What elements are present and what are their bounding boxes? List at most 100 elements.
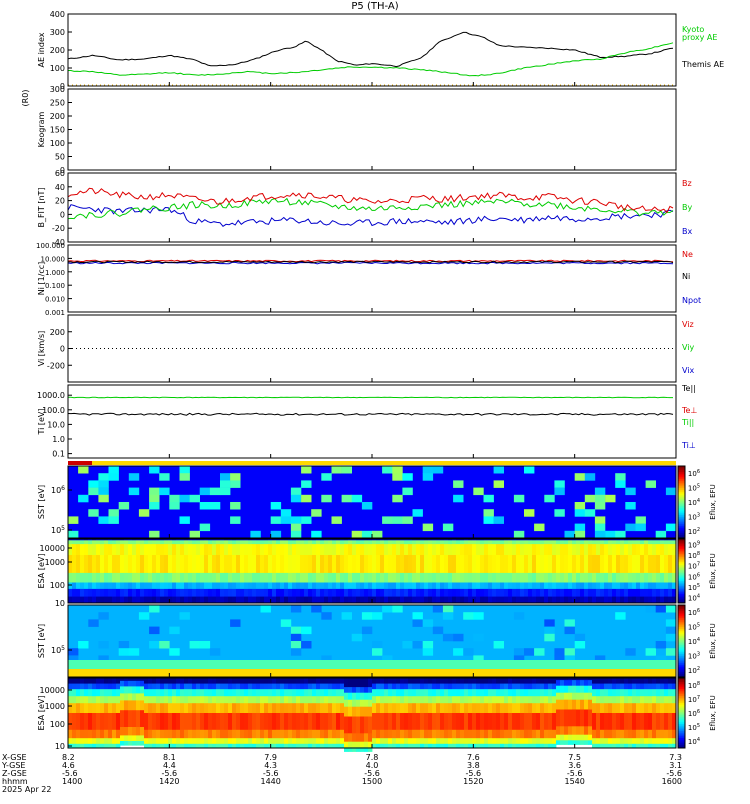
esa_efs-cell xyxy=(384,596,389,604)
esa_efs-cell xyxy=(68,544,73,556)
esa_efs-cell xyxy=(216,544,221,556)
esa_ion-cell xyxy=(364,692,369,701)
sst_efs-cell xyxy=(574,502,586,510)
esa_efs-cell xyxy=(288,588,293,597)
esa_efs-cell xyxy=(332,572,337,583)
esa_ion-cell xyxy=(424,689,429,697)
esa_ion-cell xyxy=(672,743,677,749)
esa_ion-cell xyxy=(476,743,481,749)
esa_efs-cell xyxy=(636,539,641,541)
esa_efs-cell xyxy=(200,582,205,590)
esa_ion-colorbar-cell xyxy=(678,714,685,717)
esa_ion-cell xyxy=(140,700,145,711)
esa_efs-cell xyxy=(156,540,161,545)
esa_ion-cell xyxy=(196,689,201,697)
esa_ion-cell xyxy=(192,743,197,749)
sst_efs-colorbar-cell xyxy=(678,521,685,525)
esa_efs-cell xyxy=(100,539,105,541)
esa_efs-cell xyxy=(244,540,249,545)
esa_efs-cell xyxy=(112,588,117,597)
sst_efs-cell xyxy=(372,530,383,539)
esa_ion-cell xyxy=(620,738,625,745)
esa_ion-cell xyxy=(476,729,481,739)
esa_efs-cell xyxy=(352,539,357,541)
esa_ion-cell xyxy=(144,729,149,739)
esa_efs-cell xyxy=(436,544,441,556)
sst_efs-cell xyxy=(341,466,352,474)
esa_ion-cell xyxy=(628,689,633,697)
esa_ion-cell xyxy=(352,687,357,694)
esa_efs-cell xyxy=(144,555,149,574)
esa_efs-cell xyxy=(248,540,253,545)
esa_ion-cell xyxy=(608,678,613,684)
esa_ion-cell xyxy=(152,729,157,739)
esa_ion-cell xyxy=(292,703,297,714)
esa_efs-cell xyxy=(336,588,341,597)
esa_efs-cell xyxy=(556,555,561,574)
esa_efs-cell xyxy=(652,555,657,574)
esa_ion-cell xyxy=(104,743,109,749)
esa_efs-cell xyxy=(668,544,673,556)
sst_ion-colorbar-tick: 102 xyxy=(688,666,700,675)
density-ytick-label: 0.010 xyxy=(45,296,65,304)
esa_ion-cell xyxy=(292,729,297,739)
esa_efs-cell xyxy=(344,572,349,583)
esa_efs-cell xyxy=(660,582,665,590)
esa_ion-cell xyxy=(624,743,629,749)
esa_efs-cell xyxy=(308,572,313,583)
esa_ion-cell xyxy=(268,678,273,684)
esa_efs-cell xyxy=(428,555,433,574)
esa_efs-cell xyxy=(148,572,153,583)
esa_ion-cell xyxy=(384,696,389,704)
esa_ion-cell xyxy=(596,678,601,684)
esa_efs-cell xyxy=(644,596,649,604)
sst_efs-cell xyxy=(594,516,606,524)
sst_efs-ytick-label: 106 xyxy=(51,485,65,495)
esa_efs-cell xyxy=(432,588,437,597)
esa_ion-cell xyxy=(364,699,369,708)
sst_efs-cell xyxy=(301,466,312,474)
esa_efs-cell xyxy=(464,544,469,556)
esa_ion-cell xyxy=(428,683,433,690)
density-frame xyxy=(67,244,677,313)
esa_efs-cell xyxy=(156,555,161,574)
esa_efs-cell xyxy=(588,544,593,556)
esa_efs-cell xyxy=(460,588,465,597)
sst_efs-cell xyxy=(493,516,504,524)
esa_efs-cell xyxy=(636,582,641,590)
esa_efs-cell xyxy=(472,588,477,597)
esa_efs-cell xyxy=(168,539,173,541)
esa_efs-cell xyxy=(236,544,241,556)
esa_ion-cell xyxy=(340,743,345,749)
esa_ion-cell xyxy=(220,729,225,739)
esa_ion-cell xyxy=(332,696,337,704)
esa_efs-cell xyxy=(632,539,637,541)
esa_efs-cell xyxy=(376,588,381,597)
esa_efs-cell xyxy=(196,596,201,604)
sst_efs-cell xyxy=(290,487,302,496)
esa_ion-cell xyxy=(500,738,505,745)
esa_ion-cell xyxy=(480,738,485,745)
esa_efs-cell xyxy=(416,539,421,541)
esa_ion-cell xyxy=(68,696,73,704)
esa_efs-cell xyxy=(320,544,325,556)
esa_ion-colorbar-cell xyxy=(678,732,685,735)
esa_efs-cell xyxy=(124,540,129,545)
esa_ion-cell xyxy=(368,687,373,694)
esa_efs-cell xyxy=(664,539,669,541)
esa_ion-cell xyxy=(500,703,505,714)
esa_efs-cell xyxy=(420,582,425,590)
esa_efs-cell xyxy=(352,540,357,545)
sst_ion-cell xyxy=(230,619,241,627)
esa_efs-cell xyxy=(368,544,373,556)
esa_efs-cell xyxy=(432,539,437,541)
esa_efs-cell xyxy=(204,596,209,604)
sst_efs-cell xyxy=(635,516,646,524)
esa_efs-cell xyxy=(412,572,417,583)
esa_ion-cell xyxy=(480,729,485,739)
esa_efs-cell xyxy=(124,596,129,604)
esa_ion-cell xyxy=(140,680,145,687)
esa_efs-cell xyxy=(296,582,301,590)
esa_efs-cell xyxy=(560,572,565,583)
axis-value: -5.6 xyxy=(666,769,682,778)
